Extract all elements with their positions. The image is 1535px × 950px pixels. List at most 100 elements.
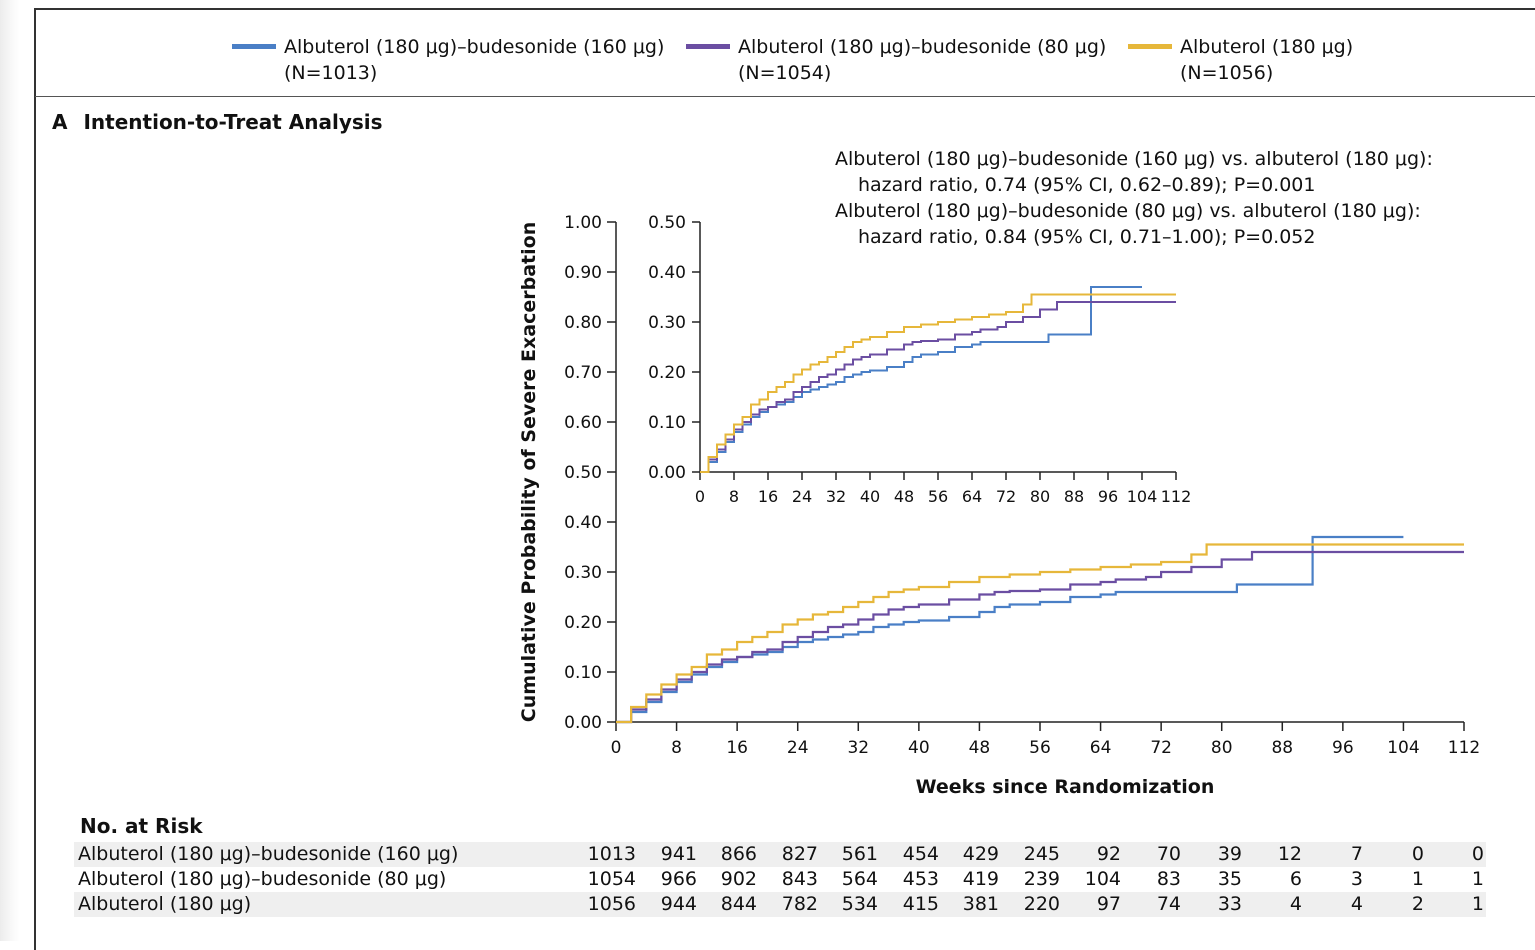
risk-cell: 104 xyxy=(1084,868,1121,890)
inset-x-tick-label: 88 xyxy=(1064,487,1084,506)
inset-x-tick-label: 24 xyxy=(792,487,812,506)
risk-cell: 97 xyxy=(1096,893,1121,915)
risk-row: Albuterol (180 μg)–budesonide (160 μg) 10… xyxy=(74,842,1486,867)
inset-y-tick-label: 0.30 xyxy=(648,313,686,333)
inset-x-tick-label: 32 xyxy=(826,487,846,506)
risk-row: Albuterol (180 μg)–budesonide (80 μg) 105… xyxy=(74,867,1486,892)
annotation-line-3: Albuterol (180 μg)–budesonide (80 μg) vs… xyxy=(835,200,1421,222)
inset-y-tick-label: 0.50 xyxy=(648,213,686,233)
y-tick-label: 0.40 xyxy=(564,513,602,533)
x-tick-label: 24 xyxy=(787,738,809,758)
x-tick-label: 40 xyxy=(908,738,930,758)
y-tick-label: 0.30 xyxy=(564,563,602,583)
risk-cell: 453 xyxy=(902,868,939,890)
risk-cell: 381 xyxy=(962,893,999,915)
risk-cell: 827 xyxy=(781,843,818,865)
inset-x-tick-label: 80 xyxy=(1030,487,1050,506)
risk-cell: 1 xyxy=(1411,868,1424,890)
risk-cell: 33 xyxy=(1217,893,1242,915)
risk-cell: 239 xyxy=(1023,868,1060,890)
risk-cell: 4 xyxy=(1289,893,1302,915)
risk-cell: 3 xyxy=(1350,868,1363,890)
panel-letter: A xyxy=(52,110,68,134)
inset-x-tick-label: 112 xyxy=(1161,487,1192,506)
risk-cell: 7 xyxy=(1350,843,1363,865)
series-line-1 xyxy=(616,550,1464,724)
risk-cell: 245 xyxy=(1023,843,1060,865)
risk-cell: 12 xyxy=(1277,843,1302,865)
risk-cell: 1 xyxy=(1471,893,1484,915)
x-tick-label: 56 xyxy=(1029,738,1051,758)
inset-x-tick-label: 40 xyxy=(860,487,880,506)
x-tick-label: 32 xyxy=(847,738,869,758)
inset-x-tick-label: 16 xyxy=(758,487,778,506)
legend-label: Albuterol (180 μg)–budesonide (80 μg) xyxy=(738,36,1107,58)
risk-cell: 966 xyxy=(660,868,697,890)
risk-cell: 1054 xyxy=(587,868,636,890)
x-tick-label: 80 xyxy=(1211,738,1233,758)
risk-cell: 944 xyxy=(660,893,697,915)
risk-cell: 429 xyxy=(962,843,999,865)
x-tick-label: 88 xyxy=(1271,738,1293,758)
risk-cell: 454 xyxy=(902,843,939,865)
risk-cell: 561 xyxy=(841,843,878,865)
inset-y-tick-label: 0.00 xyxy=(648,463,686,483)
inset-x-tick-label: 104 xyxy=(1127,487,1158,506)
y-tick-label: 0.10 xyxy=(564,663,602,683)
inset-x-tick-label: 48 xyxy=(894,487,914,506)
risk-cell: 39 xyxy=(1217,843,1242,865)
legend-text-bud160: Albuterol (180 μg)–budesonide (160 μg) (… xyxy=(284,34,664,86)
legend-label: Albuterol (180 μg)–budesonide (160 μg) xyxy=(284,36,665,58)
x-tick-label: 112 xyxy=(1448,738,1480,758)
x-axis-label: Weeks since Randomization xyxy=(916,776,1215,798)
inset-x-tick-label: 56 xyxy=(928,487,948,506)
annotation-line-4: hazard ratio, 0.84 (95% CI, 0.71–1.00); … xyxy=(858,226,1316,248)
y-tick-label: 1.00 xyxy=(564,213,602,233)
x-tick-label: 48 xyxy=(969,738,991,758)
legend-text-albuterol: Albuterol (180 μg) (N=1056) xyxy=(1180,34,1353,86)
annotation-line-1: Albuterol (180 μg)–budesonide (160 μg) v… xyxy=(835,148,1433,170)
risk-cell: 564 xyxy=(841,868,878,890)
risk-cell: 844 xyxy=(720,893,757,915)
risk-row-name: Albuterol (180 μg) xyxy=(78,893,252,915)
legend-n: (N=1056) xyxy=(1180,62,1274,84)
risk-row-name: Albuterol (180 μg)–budesonide (160 μg) xyxy=(78,843,459,865)
legend-n: (N=1054) xyxy=(738,62,832,84)
y-tick-label: 0.20 xyxy=(564,613,602,633)
risk-row-name: Albuterol (180 μg)–budesonide (80 μg) xyxy=(78,868,447,890)
x-tick-label: 0 xyxy=(611,738,622,758)
risk-cell: 4 xyxy=(1350,893,1363,915)
inset-series-line-0 xyxy=(700,286,1142,473)
inset-x-tick-label: 8 xyxy=(729,487,739,506)
legend-swatch-albuterol xyxy=(1128,44,1172,49)
inset-series-line-2 xyxy=(700,293,1176,473)
risk-cell: 534 xyxy=(841,893,878,915)
risk-cell: 1056 xyxy=(587,893,636,915)
risk-cell: 866 xyxy=(720,843,757,865)
panel-title: Intention-to-Treat Analysis xyxy=(83,110,383,134)
x-tick-label: 8 xyxy=(671,738,682,758)
risk-cell: 0 xyxy=(1471,843,1484,865)
inset-x-tick-label: 0 xyxy=(695,487,705,506)
risk-row: Albuterol (180 μg) 1056 944 844 782 534 415 381… xyxy=(74,892,1486,917)
risk-cell: 1013 xyxy=(587,843,636,865)
legend-label: Albuterol (180 μg) xyxy=(1180,36,1354,58)
risk-cell: 83 xyxy=(1156,868,1181,890)
inset-x-tick-label: 72 xyxy=(996,487,1016,506)
inset-series-line-1 xyxy=(700,301,1176,473)
risk-cell: 220 xyxy=(1023,893,1060,915)
risk-cell: 843 xyxy=(781,868,818,890)
series-line-0 xyxy=(616,535,1404,724)
y-axis-label: Cumulative Probability of Severe Exacerb… xyxy=(518,222,540,722)
x-tick-label: 72 xyxy=(1150,738,1172,758)
risk-cell: 92 xyxy=(1096,843,1121,865)
inset-x-tick-label: 64 xyxy=(962,487,982,506)
legend-n: (N=1013) xyxy=(284,62,378,84)
panel-label: A Intention-to-Treat Analysis xyxy=(52,110,383,134)
legend-swatch-bud80 xyxy=(686,44,730,49)
legend-swatch-bud160 xyxy=(232,44,276,49)
risk-cell: 35 xyxy=(1217,868,1242,890)
y-tick-label: 0.00 xyxy=(564,713,602,733)
